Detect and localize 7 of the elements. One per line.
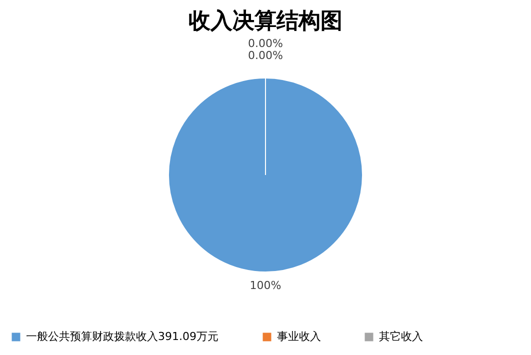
- data-label: 100%: [250, 279, 282, 292]
- text: 0.00%: [248, 49, 283, 62]
- legend-label: 其它收入: [379, 330, 423, 343]
- legend-label: 一般公共预算财政拨款收入391.09万元: [26, 330, 218, 343]
- text: 0.00%: [248, 37, 283, 50]
- legend-label: 事业收入: [277, 330, 321, 343]
- chart-title: 收入决算结构图: [188, 9, 342, 34]
